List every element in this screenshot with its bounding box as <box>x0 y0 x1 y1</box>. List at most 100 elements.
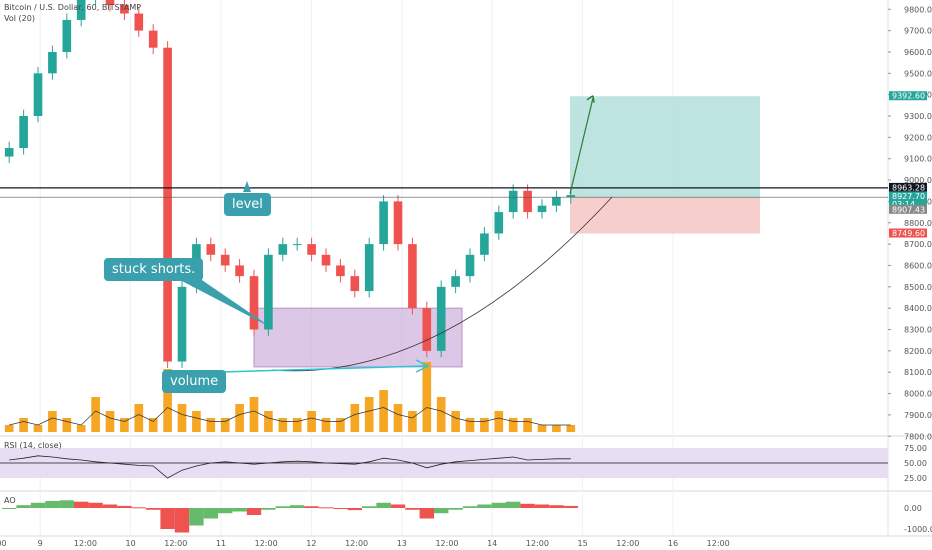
candle-body <box>451 276 460 287</box>
ao-bar <box>131 507 146 509</box>
volume-bar <box>4 425 14 432</box>
volume-arrow-head <box>415 359 430 373</box>
ao-bar <box>275 506 290 508</box>
candle-body <box>33 73 43 117</box>
price-tick-label: 8200.00 <box>904 347 932 356</box>
rsi-tick-label: 25.00 <box>904 474 927 483</box>
price-tick-label: 9700.00 <box>904 27 932 36</box>
candle-body <box>422 308 432 351</box>
volume-bar <box>321 418 331 432</box>
volume-bar <box>105 411 115 432</box>
ao-bar <box>549 505 564 508</box>
volume-bar <box>408 411 417 432</box>
volume-bar <box>292 418 302 432</box>
candle-body <box>321 254 331 266</box>
candle-body <box>134 13 144 31</box>
ao-bar <box>563 505 578 508</box>
ao-bar <box>160 508 175 529</box>
volume-bar <box>206 418 216 432</box>
ao-bar <box>347 508 362 511</box>
price-tick-label: 7900.00 <box>904 411 932 420</box>
candle-body <box>494 212 504 234</box>
candle-body <box>120 5 129 14</box>
time-tick-label: 12:00 <box>164 539 187 548</box>
rsi-indicator-label: RSI (14, close) <box>4 441 62 450</box>
price-badge-label: 8927.70 <box>892 192 925 201</box>
ao-bar <box>318 507 334 509</box>
volume-callout: volume <box>162 370 227 393</box>
volume-bar <box>19 418 28 432</box>
volume-bar <box>249 397 259 432</box>
candle-body <box>379 201 388 245</box>
stop-loss-zone <box>570 197 760 234</box>
price-badge-label: 8907.43 <box>892 205 925 214</box>
price-badge-label: 9392.60 <box>892 92 925 101</box>
candle-body <box>206 244 216 255</box>
price-tick-label: 8500.00 <box>904 283 932 292</box>
ao-bar <box>74 501 89 508</box>
candle-body <box>523 190 532 213</box>
volume-bar <box>62 418 72 432</box>
volume-arrow-line <box>221 365 426 373</box>
volume-bar <box>336 418 345 432</box>
ao-bar <box>16 505 31 508</box>
volume-bar <box>220 418 230 432</box>
level-callout: level <box>224 193 271 216</box>
time-tick-label: 12:00 <box>616 539 639 548</box>
volume-bar <box>552 425 561 432</box>
volume-bar <box>91 397 100 432</box>
candle-body <box>566 195 576 198</box>
ao-bar <box>290 505 305 508</box>
time-tick-label: 9 <box>38 539 43 548</box>
time-tick-label: 13 <box>397 539 407 548</box>
candle-body <box>436 286 446 351</box>
stuck-shorts-callout-pointer <box>180 276 272 328</box>
price-badge <box>889 182 927 192</box>
volume-bar <box>192 411 201 432</box>
candle-body <box>292 244 302 246</box>
volume-bar <box>278 418 288 432</box>
price-tick-label: 8400.00 <box>904 304 932 313</box>
ao-bar <box>232 508 247 512</box>
volume-bar <box>451 411 460 432</box>
volume-bar <box>566 425 576 432</box>
ao-bar <box>246 508 262 515</box>
volume-bar <box>393 404 403 432</box>
price-badge <box>889 199 927 209</box>
price-tick-label: 8000.00 <box>904 390 932 399</box>
ao-bar <box>390 504 406 508</box>
ao-bar <box>419 508 434 519</box>
ao-bar <box>102 504 118 508</box>
ao-tick-label: 0.00 <box>904 504 922 513</box>
stuck-shorts-callout: stuck shorts. <box>104 258 204 281</box>
volume-bar <box>379 390 388 432</box>
price-tick-label: 9800.00 <box>904 5 932 14</box>
rsi-tick-label: 50.00 <box>904 459 927 468</box>
time-tick-label: 16 <box>668 539 678 548</box>
price-tick-label: 8600.00 <box>904 261 932 270</box>
ao-bar <box>376 502 391 508</box>
ao-bar <box>88 502 103 508</box>
price-tick-label: 9000.00 <box>904 176 932 185</box>
volume-bar <box>364 397 374 432</box>
candle-body <box>62 19 72 52</box>
price-tick-label: 9300.00 <box>904 112 932 121</box>
candle-body <box>393 201 403 245</box>
candle-body <box>537 205 547 213</box>
candle-body <box>163 47 172 362</box>
volume-bar <box>307 411 316 432</box>
volume-bar <box>163 369 172 432</box>
price-tick-label: 8300.00 <box>904 326 932 335</box>
price-badge-label: 8749.60 <box>892 229 925 238</box>
volume-bar <box>76 425 86 432</box>
ao-indicator-label: AO <box>4 496 16 505</box>
volume-bar <box>148 418 158 432</box>
candle-body <box>4 148 14 157</box>
price-tick-label: 8700.00 <box>904 240 932 249</box>
candle-body <box>76 0 86 20</box>
ao-bar <box>477 504 492 508</box>
price-tick-label: 8100.00 <box>904 368 932 377</box>
volume-bar <box>537 425 547 432</box>
volume-bar <box>33 425 43 432</box>
